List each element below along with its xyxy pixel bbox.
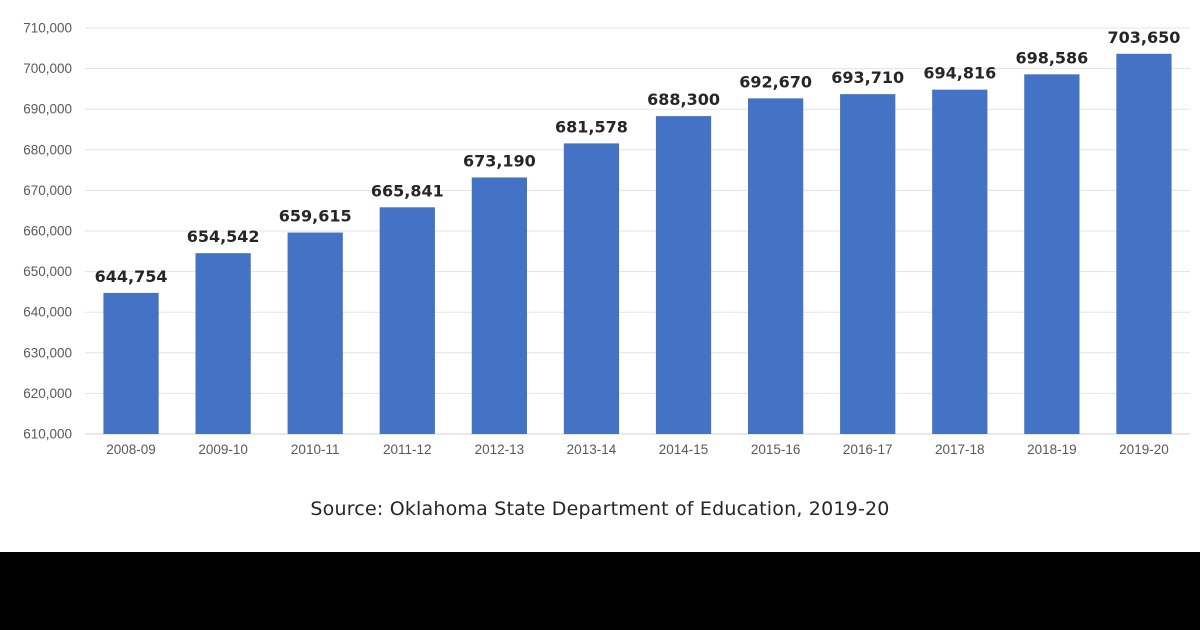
gridlines xyxy=(85,27,1190,435)
x-tick-label: 2009-10 xyxy=(198,442,248,457)
x-tick-label: 2008-09 xyxy=(106,442,156,457)
x-axis-tick-labels: 2008-09 2009-10 2010-11 2011-12 2012-13 2013-… xyxy=(106,442,1168,457)
data-label: 688,300 xyxy=(647,90,720,109)
y-tick-label: 640,000 xyxy=(23,305,72,320)
data-label: 698,586 xyxy=(1015,48,1088,67)
data-labels: 644,754 654,542 659,615 665,841 673,190 681,5… xyxy=(95,28,1181,286)
x-tick-label: 2019-20 xyxy=(1119,442,1169,457)
x-tick-label: 2018-19 xyxy=(1027,442,1077,457)
bar xyxy=(932,89,988,435)
y-tick-label: 630,000 xyxy=(23,345,72,360)
y-tick-label: 650,000 xyxy=(23,264,72,279)
data-label: 703,650 xyxy=(1108,28,1181,47)
x-tick-label: 2013-14 xyxy=(567,442,617,457)
bar xyxy=(103,292,159,434)
bars xyxy=(103,53,1172,435)
bar xyxy=(379,207,435,434)
x-tick-label: 2010-11 xyxy=(291,442,340,457)
data-label: 681,578 xyxy=(555,117,628,136)
data-label: 654,542 xyxy=(187,227,260,246)
bar xyxy=(1116,53,1172,434)
bar xyxy=(195,253,251,434)
black-band xyxy=(0,552,1200,630)
source-note: Source: Oklahoma State Department of Edu… xyxy=(310,498,890,520)
bar xyxy=(563,143,620,435)
x-tick-label: 2015-16 xyxy=(751,442,801,457)
y-tick-label: 620,000 xyxy=(23,386,72,401)
y-axis-tick-labels: 610,000 620,000 630,000 640,000 650,000 660,0… xyxy=(23,21,72,442)
y-tick-label: 700,000 xyxy=(23,61,72,76)
data-label: 644,754 xyxy=(95,267,168,286)
y-tick-label: 660,000 xyxy=(23,224,72,239)
y-tick-label: 610,000 xyxy=(23,427,72,442)
bar xyxy=(287,232,343,434)
data-label: 673,190 xyxy=(463,151,536,170)
data-label: 693,710 xyxy=(831,68,904,87)
x-tick-label: 2012-13 xyxy=(475,442,525,457)
y-tick-label: 670,000 xyxy=(23,183,72,198)
bar xyxy=(840,94,896,435)
x-tick-label: 2017-18 xyxy=(935,442,985,457)
y-tick-label: 710,000 xyxy=(23,21,72,36)
bar xyxy=(655,116,712,435)
bar xyxy=(471,177,527,434)
bar-chart: 610,000 620,000 630,000 640,000 650,000 660,0… xyxy=(23,21,1190,457)
y-tick-label: 680,000 xyxy=(23,142,72,157)
data-label: 694,816 xyxy=(923,64,996,83)
data-label: 665,841 xyxy=(371,181,444,200)
bar xyxy=(1024,74,1080,434)
data-label: 692,670 xyxy=(739,72,812,91)
x-tick-label: 2016-17 xyxy=(843,442,893,457)
y-tick-label: 690,000 xyxy=(23,102,72,117)
data-label: 659,615 xyxy=(279,207,352,226)
x-tick-label: 2011-12 xyxy=(383,442,432,457)
x-tick-label: 2014-15 xyxy=(659,442,709,457)
bar xyxy=(748,98,804,434)
